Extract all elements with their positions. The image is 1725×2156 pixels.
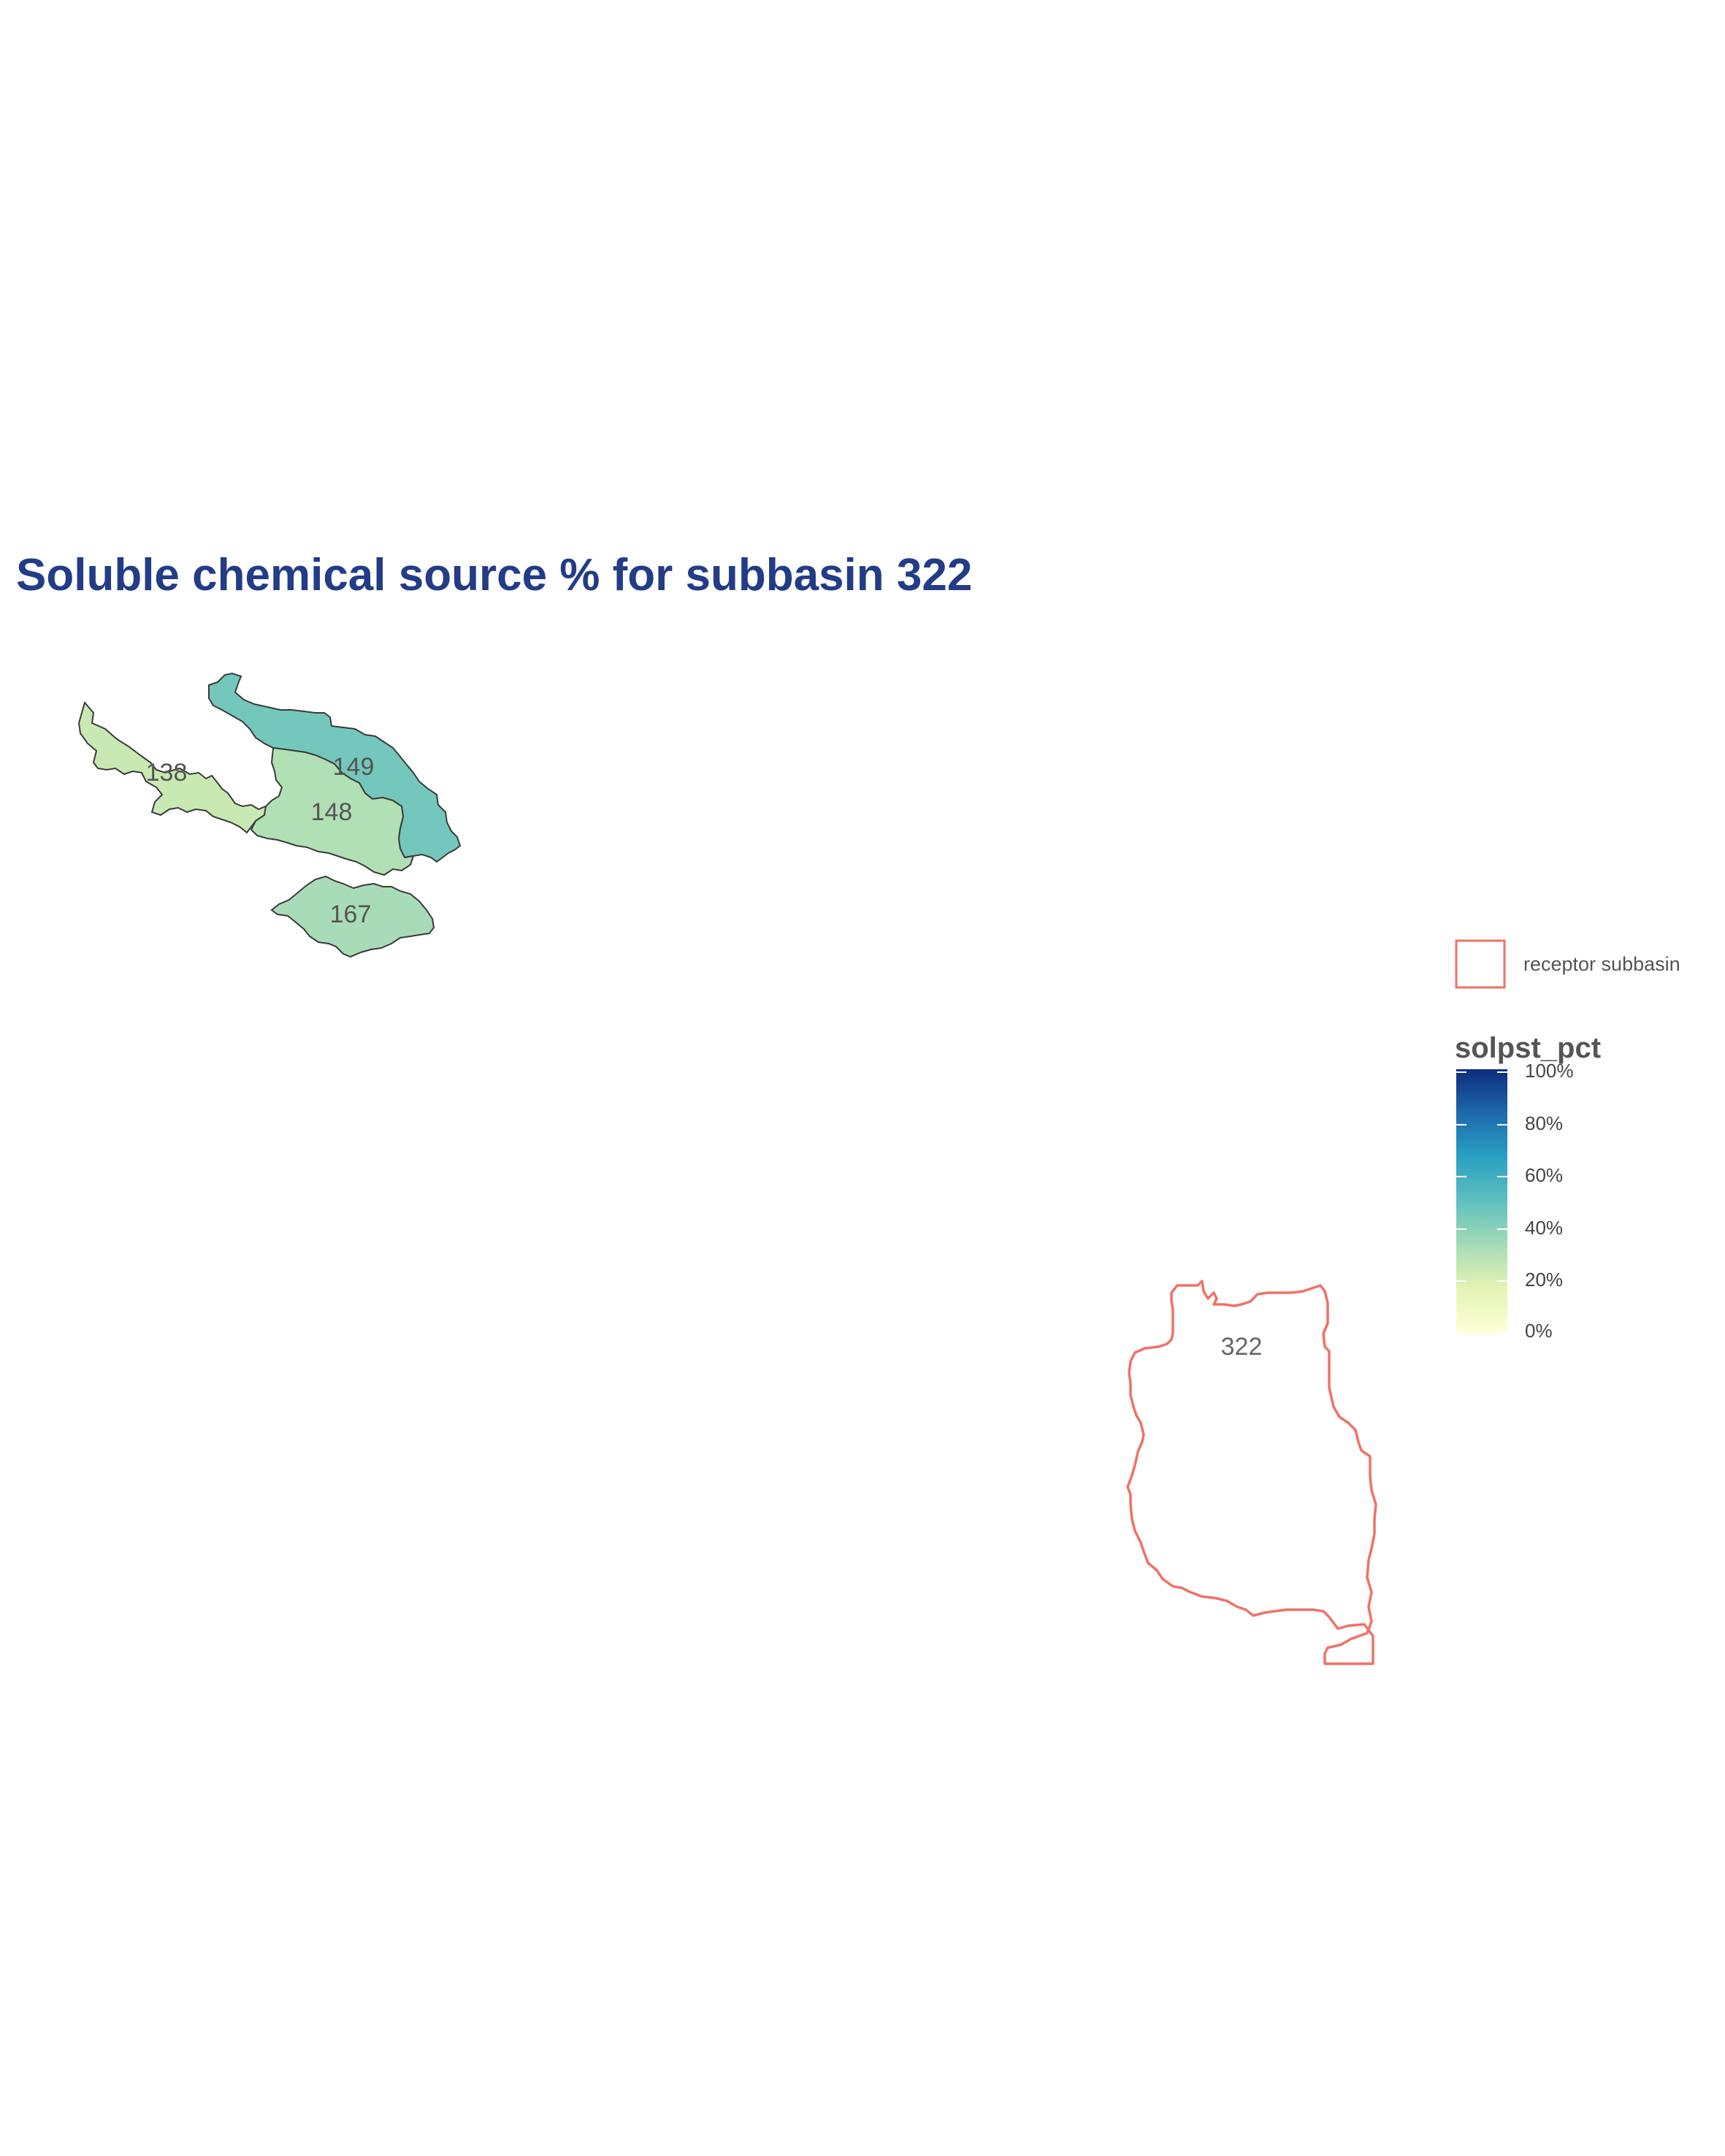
- legend-receptor-label: receptor subbasin: [1523, 953, 1680, 975]
- subbasin-138-label: 138: [146, 759, 188, 787]
- source-labels: 138 149 148 167: [146, 753, 375, 928]
- legend-tick-100: 100%: [1525, 1060, 1574, 1082]
- subbasin-138-shape[interactable]: [77, 700, 267, 834]
- map-title: Soluble chemical source % for subbasin 3…: [16, 550, 973, 600]
- subbasin-167-shape[interactable]: [270, 875, 435, 958]
- legend-colorbar: solpst_pct 100% 80% 60% 40% 20% 0%: [1455, 1032, 1601, 1342]
- legend-tick-40: 40%: [1525, 1217, 1563, 1239]
- legend-tick-0: 0%: [1525, 1320, 1553, 1342]
- legend-gradient-bar: [1456, 1069, 1507, 1334]
- receptor-subbasin-outline[interactable]: [1126, 1280, 1377, 1665]
- legend-receptor-swatch: [1455, 939, 1506, 989]
- subbasin-149-label: 149: [333, 753, 375, 781]
- receptor-subbasin-label: 322: [1221, 1333, 1263, 1361]
- subbasin-148-shape[interactable]: [250, 746, 415, 876]
- legend-scale-title: solpst_pct: [1455, 1032, 1601, 1064]
- subbasin-167-label: 167: [330, 901, 372, 928]
- legend-tick-80: 80%: [1525, 1112, 1563, 1134]
- source-subbasins: [77, 672, 462, 958]
- legend-tick-20: 20%: [1525, 1269, 1563, 1291]
- subbasin-148-label: 148: [311, 798, 353, 826]
- legend-tick-marks: [1456, 1071, 1507, 1333]
- legend-tick-60: 60%: [1525, 1164, 1563, 1186]
- legend-receptor: receptor subbasin: [1455, 939, 1680, 989]
